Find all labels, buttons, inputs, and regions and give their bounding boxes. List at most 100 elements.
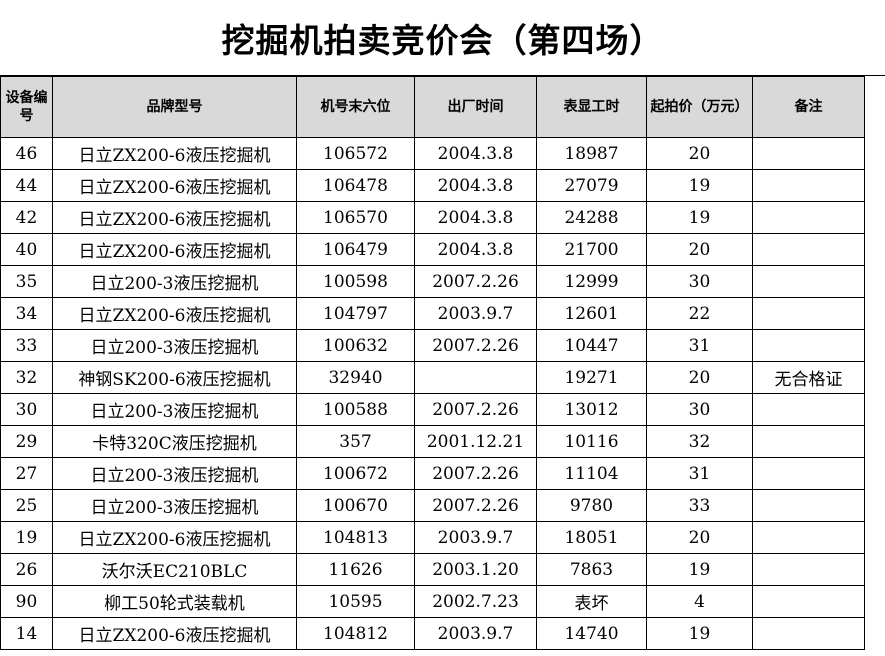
cell-date: 2007.2.26 (414, 393, 537, 426)
cell-date: 2002.7.23 (414, 585, 537, 618)
cell-serial: 10595 (296, 585, 415, 618)
table-row: 90 柳工50轮式装载机 10595 2002.7.23 表坏 4 (0, 585, 865, 618)
table-row: 25 日立200-3液压挖掘机 100670 2007.2.26 9780 33 (0, 489, 865, 522)
cell-date: 2004.3.8 (414, 169, 537, 202)
cell-id: 27 (0, 457, 53, 490)
cell-hours: 21700 (536, 233, 647, 266)
cell-hours: 27079 (536, 169, 647, 202)
table-row: 35 日立200-3液压挖掘机 100598 2007.2.26 12999 30 (0, 265, 865, 298)
cell-id: 35 (0, 265, 53, 298)
cell-price: 30 (646, 393, 753, 426)
column-header-price: 起拍价（万元） (646, 76, 753, 138)
cell-id: 46 (0, 137, 53, 170)
cell-model: 日立200-3液压挖掘机 (52, 265, 297, 298)
cell-serial: 357 (296, 425, 415, 458)
column-header-id: 设备编号 (0, 76, 53, 138)
cell-hours: 14740 (536, 617, 647, 650)
cell-date: 2003.9.7 (414, 521, 537, 554)
cell-price: 19 (646, 553, 753, 586)
cell-note (752, 553, 865, 586)
cell-model: 日立ZX200-6液压挖掘机 (52, 617, 297, 650)
cell-id: 34 (0, 297, 53, 330)
cell-note (752, 585, 865, 618)
cell-model: 日立200-3液压挖掘机 (52, 457, 297, 490)
table-row: 19 日立ZX200-6液压挖掘机 104813 2003.9.7 18051 20 (0, 521, 865, 554)
cell-hours: 24288 (536, 201, 647, 234)
cell-model: 日立ZX200-6液压挖掘机 (52, 233, 297, 266)
cell-model: 沃尔沃EC210BLC (52, 553, 297, 586)
cell-note (752, 425, 865, 458)
cell-price: 20 (646, 361, 753, 394)
cell-price: 4 (646, 585, 753, 618)
cell-serial: 100632 (296, 329, 415, 362)
cell-price: 19 (646, 617, 753, 650)
cell-model: 日立200-3液压挖掘机 (52, 393, 297, 426)
auction-table: 设备编号 品牌型号 机号末六位 出厂时间 表显工时 起拍价（万元） 备注 46 日… (0, 76, 865, 650)
cell-serial: 100588 (296, 393, 415, 426)
table-row: 40 日立ZX200-6液压挖掘机 106479 2004.3.8 21700 20 (0, 233, 865, 266)
cell-model: 日立ZX200-6液压挖掘机 (52, 521, 297, 554)
cell-hours: 13012 (536, 393, 647, 426)
column-header-date: 出厂时间 (414, 76, 537, 138)
cell-date: 2004.3.8 (414, 137, 537, 170)
table-row: 44 日立ZX200-6液压挖掘机 106478 2004.3.8 27079 19 (0, 169, 865, 202)
cell-serial: 104813 (296, 521, 415, 554)
table-body: 46 日立ZX200-6液压挖掘机 106572 2004.3.8 18987 20 44 日… (0, 137, 865, 650)
cell-hours: 18051 (536, 521, 647, 554)
cell-hours: 表坏 (536, 585, 647, 618)
cell-hours: 12999 (536, 265, 647, 298)
cell-serial: 104797 (296, 297, 415, 330)
cell-note (752, 393, 865, 426)
cell-date: 2003.9.7 (414, 297, 537, 330)
cell-id: 42 (0, 201, 53, 234)
cell-serial: 100672 (296, 457, 415, 490)
table-row: 29 卡特320C液压挖掘机 357 2001.12.21 10116 32 (0, 425, 865, 458)
cell-note (752, 489, 865, 522)
cell-note (752, 617, 865, 650)
cell-price: 20 (646, 233, 753, 266)
cell-model: 日立200-3液压挖掘机 (52, 489, 297, 522)
table-row: 33 日立200-3液压挖掘机 100632 2007.2.26 10447 31 (0, 329, 865, 362)
cell-price: 31 (646, 457, 753, 490)
cell-date: 2001.12.21 (414, 425, 537, 458)
cell-id: 19 (0, 521, 53, 554)
cell-note (752, 521, 865, 554)
cell-note (752, 457, 865, 490)
cell-note (752, 297, 865, 330)
cell-price: 22 (646, 297, 753, 330)
cell-note (752, 329, 865, 362)
table-row: 42 日立ZX200-6液压挖掘机 106570 2004.3.8 24288 19 (0, 201, 865, 234)
table-row: 27 日立200-3液压挖掘机 100672 2007.2.26 11104 31 (0, 457, 865, 490)
cell-note (752, 233, 865, 266)
cell-id: 32 (0, 361, 53, 394)
cell-serial: 100598 (296, 265, 415, 298)
cell-price: 32 (646, 425, 753, 458)
table-row: 46 日立ZX200-6液压挖掘机 106572 2004.3.8 18987 20 (0, 137, 865, 170)
cell-id: 29 (0, 425, 53, 458)
cell-id: 30 (0, 393, 53, 426)
cell-date: 2007.2.26 (414, 489, 537, 522)
cell-price: 30 (646, 265, 753, 298)
cell-serial: 106479 (296, 233, 415, 266)
cell-date: 2003.9.7 (414, 617, 537, 650)
cell-id: 44 (0, 169, 53, 202)
cell-date: 2007.2.26 (414, 265, 537, 298)
column-header-model: 品牌型号 (52, 76, 297, 138)
cell-model: 卡特320C液压挖掘机 (52, 425, 297, 458)
cell-serial: 32940 (296, 361, 415, 394)
cell-hours: 10447 (536, 329, 647, 362)
table-row: 34 日立ZX200-6液压挖掘机 104797 2003.9.7 12601 22 (0, 297, 865, 330)
cell-serial: 100670 (296, 489, 415, 522)
cell-price: 19 (646, 201, 753, 234)
cell-date: 2007.2.26 (414, 457, 537, 490)
column-header-note: 备注 (752, 76, 865, 138)
page-title: 挖掘机拍卖竞价会（第四场） (0, 0, 885, 76)
cell-hours: 7863 (536, 553, 647, 586)
cell-model: 日立200-3液压挖掘机 (52, 329, 297, 362)
cell-date: 2004.3.8 (414, 201, 537, 234)
cell-id: 90 (0, 585, 53, 618)
table-row: 26 沃尔沃EC210BLC 11626 2003.1.20 7863 19 (0, 553, 865, 586)
cell-id: 26 (0, 553, 53, 586)
table-header-row: 设备编号 品牌型号 机号末六位 出厂时间 表显工时 起拍价（万元） 备注 (0, 76, 865, 138)
cell-hours: 10116 (536, 425, 647, 458)
